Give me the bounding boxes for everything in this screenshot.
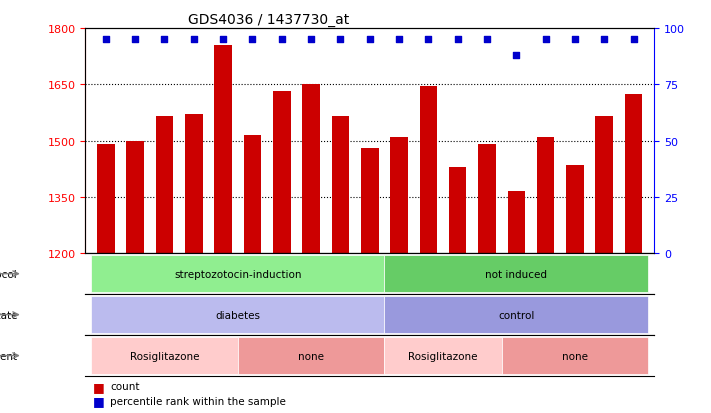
- Bar: [302, 85, 320, 254]
- Text: diabetes: diabetes: [215, 310, 260, 320]
- Text: control: control: [498, 310, 535, 320]
- Point: [599, 37, 610, 43]
- Bar: [331, 117, 349, 254]
- Text: agent: agent: [0, 351, 17, 361]
- FancyBboxPatch shape: [91, 337, 237, 374]
- Point: [481, 37, 493, 43]
- Text: GDS4036 / 1437730_at: GDS4036 / 1437730_at: [188, 12, 349, 26]
- Bar: [566, 166, 584, 254]
- Point: [247, 37, 258, 43]
- Bar: [127, 141, 144, 254]
- Point: [276, 37, 287, 43]
- Text: none: none: [562, 351, 588, 361]
- Text: count: count: [110, 381, 139, 391]
- Point: [159, 37, 170, 43]
- Bar: [449, 167, 466, 254]
- FancyBboxPatch shape: [502, 337, 648, 374]
- Point: [364, 37, 375, 43]
- Point: [540, 37, 551, 43]
- Bar: [361, 149, 378, 254]
- Bar: [537, 138, 555, 254]
- Text: ■: ■: [92, 380, 105, 393]
- Bar: [390, 138, 408, 254]
- Bar: [479, 145, 496, 254]
- Text: not induced: not induced: [486, 269, 547, 279]
- Bar: [185, 114, 203, 254]
- Point: [510, 52, 522, 59]
- Bar: [214, 46, 232, 254]
- Point: [393, 37, 405, 43]
- FancyBboxPatch shape: [385, 297, 648, 333]
- Bar: [508, 192, 525, 254]
- Point: [188, 37, 200, 43]
- Point: [335, 37, 346, 43]
- Bar: [244, 135, 261, 254]
- Text: percentile rank within the sample: percentile rank within the sample: [110, 396, 286, 406]
- Text: disease state: disease state: [0, 310, 17, 320]
- Text: Rosiglitazone: Rosiglitazone: [408, 351, 478, 361]
- Bar: [273, 92, 291, 254]
- Point: [218, 37, 229, 43]
- FancyBboxPatch shape: [385, 337, 502, 374]
- Point: [306, 37, 317, 43]
- Point: [422, 37, 434, 43]
- Point: [628, 37, 639, 43]
- FancyBboxPatch shape: [385, 256, 648, 292]
- Point: [570, 37, 581, 43]
- Point: [100, 37, 112, 43]
- FancyBboxPatch shape: [91, 256, 385, 292]
- Bar: [596, 117, 613, 254]
- Text: streptozotocin-induction: streptozotocin-induction: [174, 269, 301, 279]
- Bar: [625, 95, 643, 254]
- Bar: [97, 145, 114, 254]
- FancyBboxPatch shape: [237, 337, 385, 374]
- Text: none: none: [298, 351, 324, 361]
- FancyBboxPatch shape: [91, 297, 385, 333]
- Point: [452, 37, 464, 43]
- Text: Rosiglitazone: Rosiglitazone: [129, 351, 199, 361]
- Bar: [419, 87, 437, 254]
- Point: [129, 37, 141, 43]
- Text: ■: ■: [92, 394, 105, 407]
- Bar: [156, 117, 173, 254]
- Text: protocol: protocol: [0, 269, 17, 279]
